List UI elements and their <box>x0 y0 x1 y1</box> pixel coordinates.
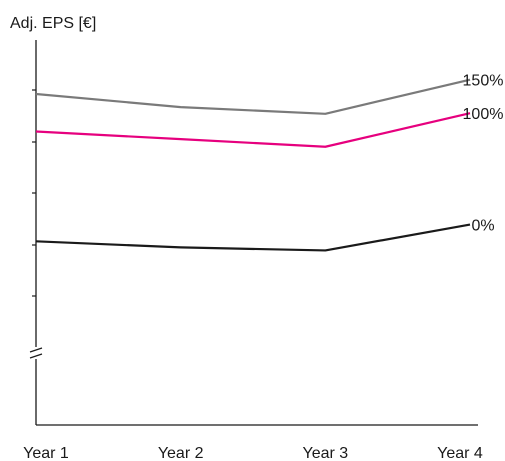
axis-break-mark <box>29 347 43 353</box>
series-label: 100% <box>463 106 504 123</box>
series-line <box>35 223 471 252</box>
x-tick-label: Year 3 <box>302 445 348 461</box>
axis-break-mark <box>29 353 43 359</box>
series-label: 150% <box>463 73 504 90</box>
x-tick-label: Year 1 <box>23 445 69 461</box>
x-tick-labels: Year 1 Year 2 Year 3 Year 4 <box>23 445 483 461</box>
x-tick-label: Year 4 <box>437 445 483 461</box>
series-label: 0% <box>471 218 494 235</box>
series-labels: 150% 100% 0% <box>463 73 504 235</box>
series-line <box>35 112 471 148</box>
series-lines <box>35 78 471 252</box>
series-line <box>35 78 471 115</box>
x-tick-label: Year 2 <box>158 445 204 461</box>
axes <box>29 40 478 426</box>
y-axis-label: Adj. EPS [€] <box>10 15 96 32</box>
